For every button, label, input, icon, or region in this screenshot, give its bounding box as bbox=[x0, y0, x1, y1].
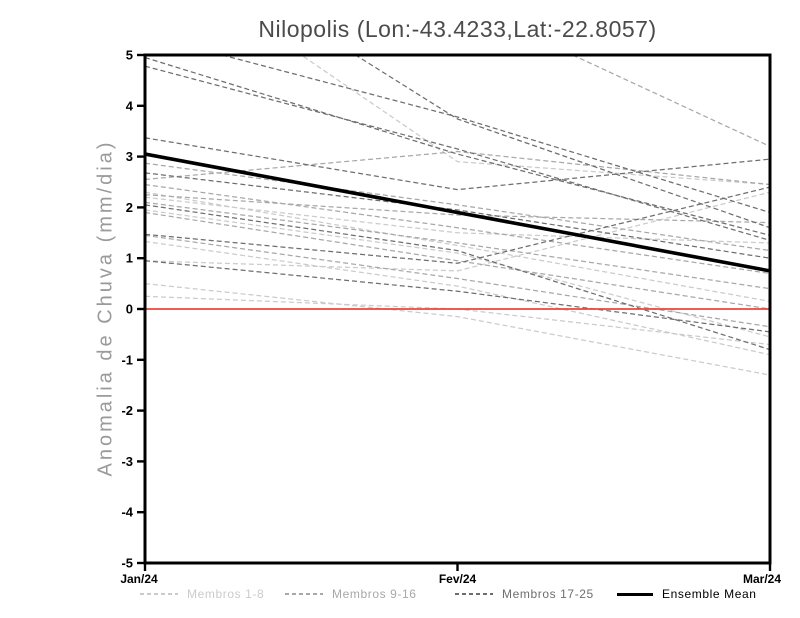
legend-label: Membros 1-8 bbox=[187, 587, 265, 601]
legend-item: Membros 1-8 bbox=[140, 584, 264, 604]
y-tick-label: -1 bbox=[121, 352, 133, 367]
legend-label: Ensemble Mean bbox=[662, 587, 757, 601]
y-tick-label: -3 bbox=[121, 454, 133, 469]
ensemble-mean-line bbox=[145, 152, 770, 273]
chart-title: Nilopolis (Lon:-43.4233,Lat:-22.8057) bbox=[258, 16, 657, 42]
member-line bbox=[219, 55, 770, 214]
legend-item: Ensemble Mean bbox=[617, 584, 757, 604]
chart-legend: Membros 1-8 Membros 9-16 Membros 17-25 Ense… bbox=[0, 584, 800, 604]
y-tick-label: 3 bbox=[126, 149, 133, 164]
legend-solid-line-sample bbox=[617, 592, 653, 596]
member-line bbox=[145, 150, 770, 186]
member-line bbox=[145, 137, 770, 191]
y-tick-label: -5 bbox=[121, 556, 133, 571]
member-line bbox=[145, 282, 770, 376]
member-line bbox=[145, 162, 770, 252]
member-line bbox=[145, 183, 770, 275]
legend-item: Membros 17-25 bbox=[455, 584, 594, 604]
y-tick-label: 4 bbox=[126, 98, 134, 113]
x-tick-label: Mar/24 bbox=[743, 572, 781, 586]
member-line bbox=[145, 172, 770, 259]
legend-dashed-line-sample bbox=[140, 593, 178, 595]
member-line bbox=[145, 240, 770, 356]
member-line bbox=[145, 65, 770, 242]
plot-frame bbox=[143, 53, 772, 565]
y-tick-label: 0 bbox=[126, 302, 133, 317]
member-line bbox=[145, 196, 770, 244]
x-tick-label: Fev/24 bbox=[439, 572, 477, 586]
member-line bbox=[145, 201, 770, 290]
member-line bbox=[145, 186, 770, 264]
member-line bbox=[145, 191, 770, 302]
legend-dashed-line-sample bbox=[455, 593, 493, 595]
member-line bbox=[145, 209, 770, 338]
legend-label: Membros 9-16 bbox=[332, 587, 417, 601]
y-tick-label: -2 bbox=[121, 403, 133, 418]
member-line bbox=[145, 191, 770, 272]
y-tick-label: 2 bbox=[126, 200, 133, 215]
member-line bbox=[300, 55, 770, 186]
member-line bbox=[354, 55, 770, 229]
series-lines bbox=[145, 55, 770, 376]
member-line bbox=[571, 55, 770, 148]
member-line bbox=[145, 194, 770, 224]
member-line bbox=[145, 56, 770, 236]
x-tick-label: Jan/24 bbox=[120, 572, 158, 586]
legend-label: Membros 17-25 bbox=[502, 587, 594, 601]
y-tick-label: 1 bbox=[126, 251, 133, 266]
y-tick-label: -4 bbox=[121, 505, 133, 520]
legend-item: Membros 9-16 bbox=[285, 584, 417, 604]
member-line bbox=[145, 211, 770, 310]
legend-dashed-line-sample bbox=[285, 593, 323, 595]
member-line bbox=[145, 204, 770, 351]
member-line bbox=[145, 260, 770, 333]
y-tick-label: 5 bbox=[126, 48, 133, 63]
member-line bbox=[145, 234, 770, 328]
